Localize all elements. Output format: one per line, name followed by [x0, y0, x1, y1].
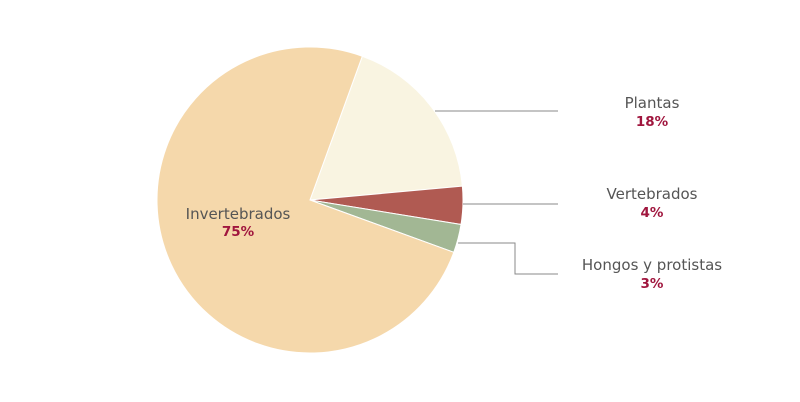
pie-slice-invertebrados: [156, 46, 455, 354]
slice-label-invertebrados: Invertebrados: [186, 205, 291, 223]
slice-label-hongos-y-protistas: Hongos y protistas: [582, 256, 722, 274]
slice-percent-invertebrados: 75%: [222, 224, 255, 240]
pie-slices: [156, 46, 464, 354]
slice-labels: Plantas 18% Vertebrados 4% Hongos y prot…: [186, 94, 723, 292]
slice-label-vertebrados: Vertebrados: [607, 185, 698, 203]
leader-line-hongos-y-protistas: [458, 242, 558, 275]
slice-percent-vertebrados: 4%: [641, 205, 664, 221]
slice-percent-hongos-y-protistas: 3%: [641, 276, 664, 292]
pie-slice-plantas: [309, 55, 463, 201]
leader-lines: [435, 110, 558, 275]
slice-percent-plantas: 18%: [636, 114, 669, 130]
slice-label-plantas: Plantas: [625, 94, 680, 112]
